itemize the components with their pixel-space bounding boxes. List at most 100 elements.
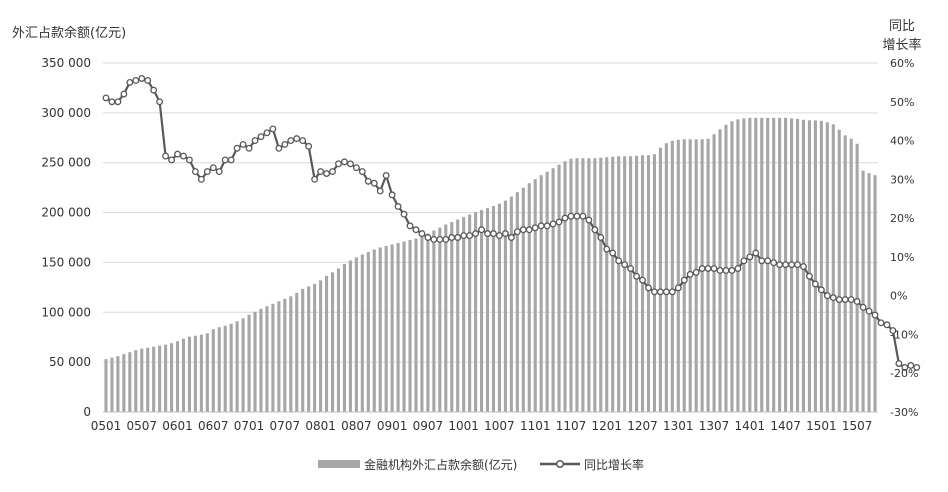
bar xyxy=(265,306,269,412)
line-point xyxy=(376,187,384,195)
bar xyxy=(122,354,126,412)
bar xyxy=(623,156,627,412)
line-point xyxy=(239,140,247,148)
y-left-tick-label: 150 000 xyxy=(41,255,91,269)
line-point xyxy=(764,257,772,265)
line-point xyxy=(788,261,796,269)
line-point xyxy=(472,230,480,238)
line-point xyxy=(776,261,784,269)
line-point xyxy=(233,144,241,152)
bar xyxy=(682,139,686,412)
left-axis-title: 外汇占款余额(亿元) xyxy=(12,25,126,41)
line-point xyxy=(329,168,336,176)
bar xyxy=(468,214,472,412)
line-point xyxy=(299,137,307,145)
bar xyxy=(837,129,841,412)
bar xyxy=(646,155,651,413)
bar xyxy=(593,158,597,412)
bar xyxy=(456,219,460,412)
bar xyxy=(134,350,138,412)
line-point xyxy=(412,226,420,234)
bar xyxy=(253,311,257,412)
bar xyxy=(414,238,418,412)
y-left-tick-label: 200 000 xyxy=(41,206,91,220)
line-point xyxy=(501,230,509,238)
line-point xyxy=(615,257,623,265)
x-tick-label: 1401 xyxy=(735,419,766,433)
bar xyxy=(700,139,704,412)
bar xyxy=(104,359,108,412)
legend-line-label: 同比增长率 xyxy=(584,457,644,472)
x-tick-label: 0701 xyxy=(234,419,265,433)
bar xyxy=(611,156,615,412)
line-point xyxy=(591,226,599,234)
y-right-tick-label: 0% xyxy=(890,290,907,303)
x-tick-label: 0907 xyxy=(413,419,444,433)
line-point xyxy=(221,156,229,164)
line-point xyxy=(382,172,390,179)
y-right-tick-label: -20% xyxy=(890,367,918,380)
line-point xyxy=(174,150,181,158)
line-point xyxy=(877,319,885,327)
line-point xyxy=(525,226,533,234)
line-point xyxy=(436,235,444,243)
line-point xyxy=(650,288,658,296)
bar xyxy=(825,122,829,412)
bar xyxy=(509,196,513,412)
line-point xyxy=(710,265,718,272)
line-point xyxy=(370,179,378,187)
bar xyxy=(581,158,585,412)
bar xyxy=(569,158,573,412)
x-tick-label: 1007 xyxy=(484,419,515,433)
bar xyxy=(843,135,847,413)
legend-bar-label: 金融机构外汇占款余额(亿元) xyxy=(364,457,517,472)
bar xyxy=(819,120,823,412)
bar xyxy=(551,168,555,412)
bar xyxy=(348,260,352,412)
bar xyxy=(503,200,507,412)
bar xyxy=(575,158,579,412)
line-point xyxy=(621,261,629,269)
bar xyxy=(474,212,478,412)
line-point xyxy=(352,164,360,172)
x-tick-label: 1101 xyxy=(520,419,551,433)
bar xyxy=(760,117,764,412)
right-axis-title-line2: 增长率 xyxy=(882,37,921,53)
bar xyxy=(301,288,305,412)
line-point xyxy=(311,175,319,183)
y-left-tick-label: 350 000 xyxy=(41,56,91,70)
line-point xyxy=(418,230,426,238)
line-point xyxy=(454,234,462,241)
bar xyxy=(539,175,543,412)
bar xyxy=(289,296,293,412)
x-tick-label: 0901 xyxy=(377,419,408,433)
y-right-tick-label: 40% xyxy=(890,135,914,148)
bar xyxy=(706,138,710,412)
line-point xyxy=(674,284,682,292)
line-point xyxy=(656,288,664,296)
bar xyxy=(313,283,317,412)
x-tick-label: 0501 xyxy=(91,419,122,433)
line-point xyxy=(841,296,849,303)
line-point xyxy=(281,140,289,148)
line-point xyxy=(794,261,801,269)
line-point xyxy=(442,235,450,243)
bar xyxy=(563,161,567,412)
line-point xyxy=(275,144,283,152)
line-point xyxy=(335,160,342,168)
axes: 0 50 000 100 000 150 000 200 000 250 000 300 0… xyxy=(41,56,918,433)
line-point xyxy=(692,268,700,276)
bar xyxy=(617,156,621,412)
legend: 金融机构外汇占款余额(亿元) 同比增长率 xyxy=(318,457,644,472)
x-tick-label: 1107 xyxy=(556,419,587,433)
bar xyxy=(283,298,287,412)
bar xyxy=(587,158,591,412)
bar xyxy=(712,134,716,413)
line-point xyxy=(227,156,235,164)
bar xyxy=(229,323,233,412)
bar xyxy=(855,143,859,412)
bar xyxy=(170,343,174,412)
bar xyxy=(420,236,424,412)
line-point xyxy=(901,363,909,371)
line-point xyxy=(889,327,897,335)
